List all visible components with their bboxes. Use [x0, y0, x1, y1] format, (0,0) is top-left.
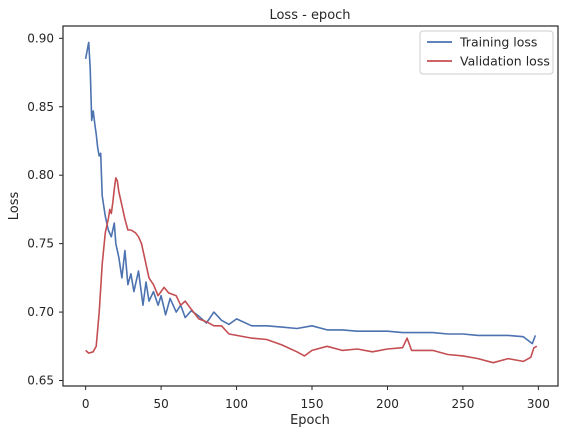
legend-label-training-loss: Training loss: [459, 35, 537, 50]
series-line-validation-loss: [85, 177, 538, 364]
x-axis: 0 50 100 150 200 250 300: [82, 386, 550, 411]
y-tick-label: 0.90: [27, 31, 54, 45]
x-tick-label: 250: [451, 397, 474, 411]
series-line-training-loss: [84, 41, 537, 345]
y-tick-label: 0.75: [27, 237, 54, 251]
chart-title: Loss - epoch: [269, 8, 350, 23]
legend-frame: [419, 30, 554, 75]
x-tick-label: 300: [527, 397, 550, 411]
x-tick-label: 150: [301, 397, 324, 411]
axes-frame: [62, 25, 559, 387]
plot-area: [84, 41, 538, 364]
x-tick-label: 100: [225, 397, 248, 411]
x-tick-label: 50: [153, 397, 168, 411]
y-tick-label: 0.65: [27, 374, 54, 388]
x-tick-label: 0: [82, 397, 90, 411]
y-axis: 0.65 0.70 0.75 0.80 0.85 0.90: [27, 31, 63, 388]
y-tick-label: 0.80: [27, 168, 54, 182]
legend: Training loss Validation loss: [419, 30, 554, 75]
x-tick-label: 200: [376, 397, 399, 411]
y-tick-label: 0.85: [27, 100, 54, 114]
legend-label-validation-loss: Validation loss: [460, 54, 550, 69]
y-tick-label: 0.70: [27, 305, 54, 319]
x-axis-label: Epoch: [290, 413, 330, 428]
y-axis-label: Loss: [7, 192, 22, 221]
